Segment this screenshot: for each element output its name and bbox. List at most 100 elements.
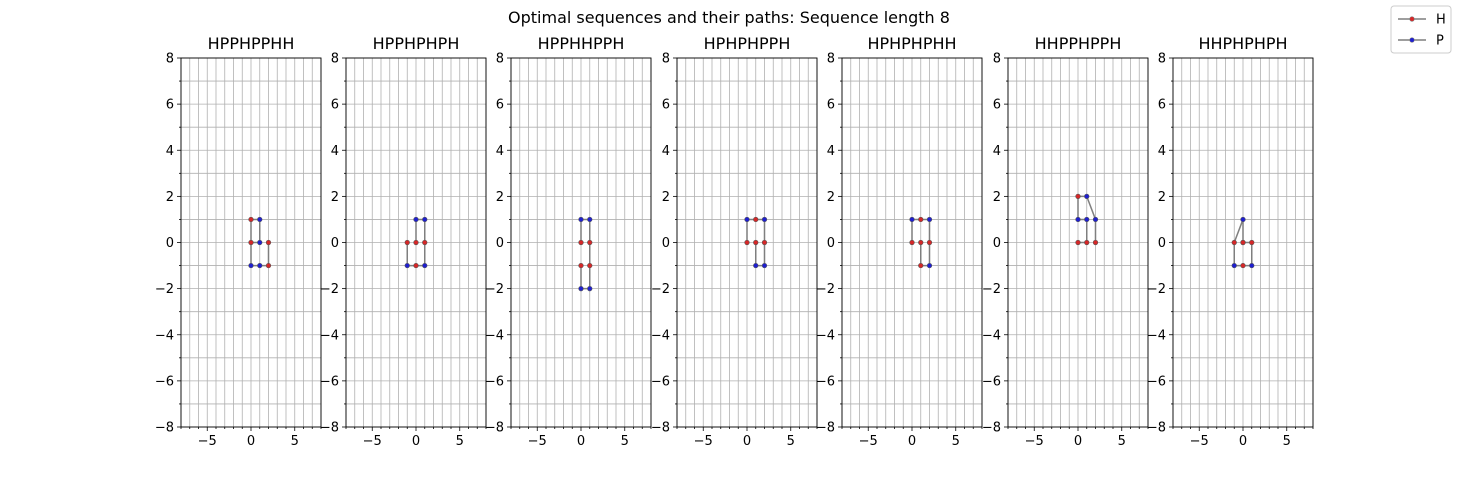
y-tick-label: −2	[651, 282, 670, 297]
x-tick-label: 0	[247, 434, 255, 449]
y-tick-label: −8	[982, 421, 1001, 436]
y-tick-label: 2	[1158, 190, 1166, 205]
residue-point-h	[248, 216, 254, 223]
x-tick-label: 0	[743, 434, 751, 449]
subplot-title: HPPHPPHH	[208, 34, 295, 53]
residue-point-p	[753, 262, 759, 269]
y-tick-label: 0	[496, 236, 504, 251]
subplot-title: HPPHPHPH	[373, 34, 460, 53]
y-tick-label: 0	[331, 236, 339, 251]
residue-point-h	[587, 239, 593, 246]
y-tick-label: −6	[155, 374, 174, 389]
y-tick-label: 8	[993, 52, 1001, 67]
y-tick-label: −4	[320, 328, 339, 343]
x-tick-label: 0	[412, 434, 420, 449]
chain-path	[580, 218, 591, 290]
y-tick-label: 6	[1158, 98, 1166, 113]
y-tick-label: −4	[816, 328, 835, 343]
x-tick-label: 5	[1283, 434, 1291, 449]
residue-point-p	[422, 262, 428, 269]
y-tick-label: −6	[485, 374, 504, 389]
residue-point-h	[918, 216, 924, 223]
residue-point-p	[926, 216, 933, 223]
y-tick-label: −6	[320, 374, 339, 389]
y-tick-label: 8	[166, 52, 174, 67]
y-tick-label: −4	[485, 328, 504, 343]
x-tick-label: 5	[1118, 434, 1126, 449]
x-tick-label: 0	[577, 434, 585, 449]
y-tick-label: 4	[827, 144, 835, 159]
residue-point-p	[761, 262, 768, 269]
y-tick-label: −8	[155, 421, 174, 436]
legend-box	[1390, 5, 1452, 54]
residue-point-h	[918, 262, 924, 269]
subplot-1: −5 0 5 −8 −6 −4 −2 0 2 4 6 8 HPPHPPHH	[155, 34, 322, 449]
residue-point-h	[1240, 262, 1246, 269]
residue-point-h	[413, 239, 419, 246]
y-tick-label: 4	[166, 144, 174, 159]
residue-point-h	[761, 239, 768, 246]
y-tick-label: 0	[1158, 236, 1166, 251]
residue-point-h	[744, 239, 750, 246]
x-tick-label: 5	[621, 434, 629, 449]
chain-path	[1233, 219, 1253, 267]
y-tick-label: 6	[496, 98, 504, 113]
y-tick-label: 6	[662, 98, 670, 113]
subplot-4: −5 0 5 −8 −6 −4 −2 0 2 4 6 8 HPHPHPPH	[651, 34, 818, 449]
x-tick-label: −5	[1190, 434, 1209, 449]
y-tick-label: −8	[485, 421, 504, 436]
residue-point-h	[1231, 239, 1237, 246]
residue-point-h	[753, 216, 759, 223]
y-tick-label: 8	[827, 52, 835, 67]
residue-point-p	[1240, 216, 1246, 223]
subplots: −5 0 5 −8 −6 −4 −2 0 2 4 6 8 HPPHPPHH −5 0 5 −8 −6 −4 −2 0 2 4…	[155, 34, 1314, 449]
y-tick-label: 2	[993, 190, 1001, 205]
x-tick-label: 5	[952, 434, 960, 449]
figure-title: Optimal sequences and their paths: Seque…	[508, 8, 950, 27]
residue-point-h	[1249, 239, 1255, 246]
x-tick-label: 5	[291, 434, 299, 449]
residue-point-p	[587, 216, 593, 223]
subplot-5: −5 0 5 −8 −6 −4 −2 0 2 4 6 8 HPHPHPHH	[816, 34, 983, 449]
y-tick-label: −2	[1147, 282, 1166, 297]
y-tick-label: −6	[651, 374, 670, 389]
legend-marker-h	[1409, 16, 1415, 22]
x-tick-label: −5	[198, 434, 217, 449]
residue-point-p	[578, 286, 584, 292]
residue-point-h	[587, 262, 593, 269]
residue-point-h	[265, 239, 272, 246]
residue-point-p	[257, 216, 263, 223]
x-tick-label: 5	[456, 434, 464, 449]
legend-marker-p	[1409, 37, 1415, 43]
residue-point-p	[257, 239, 263, 246]
legend-label-h: H	[1436, 13, 1446, 28]
residue-point-p	[909, 216, 915, 223]
subplot-3: −5 0 5 −8 −6 −4 −2 0 2 4 6 8 HPPHHPPH	[485, 34, 652, 449]
residue-point-h	[578, 262, 584, 269]
y-tick-label: −6	[816, 374, 835, 389]
residue-point-p	[413, 216, 419, 223]
residue-point-p	[257, 262, 263, 269]
y-tick-label: −2	[155, 282, 174, 297]
residue-point-h	[1084, 239, 1090, 246]
y-tick-label: −4	[1147, 328, 1166, 343]
residue-point-h	[422, 239, 428, 246]
y-tick-label: 4	[662, 144, 670, 159]
y-tick-label: 6	[331, 98, 339, 113]
residue-point-p	[1084, 193, 1090, 199]
residue-point-h	[909, 239, 915, 246]
x-tick-label: 0	[908, 434, 916, 449]
residue-point-p	[744, 216, 750, 223]
residue-point-h	[1092, 239, 1099, 246]
residue-point-p	[578, 216, 584, 223]
x-tick-label: −5	[1025, 434, 1044, 449]
residue-point-h	[926, 239, 933, 246]
y-tick-label: −2	[320, 282, 339, 297]
residue-point-p	[404, 262, 410, 269]
x-tick-label: −5	[694, 434, 713, 449]
y-tick-label: −8	[320, 421, 339, 436]
residue-point-h	[265, 262, 272, 269]
y-tick-label: 8	[496, 52, 504, 67]
residue-point-p	[248, 262, 254, 269]
